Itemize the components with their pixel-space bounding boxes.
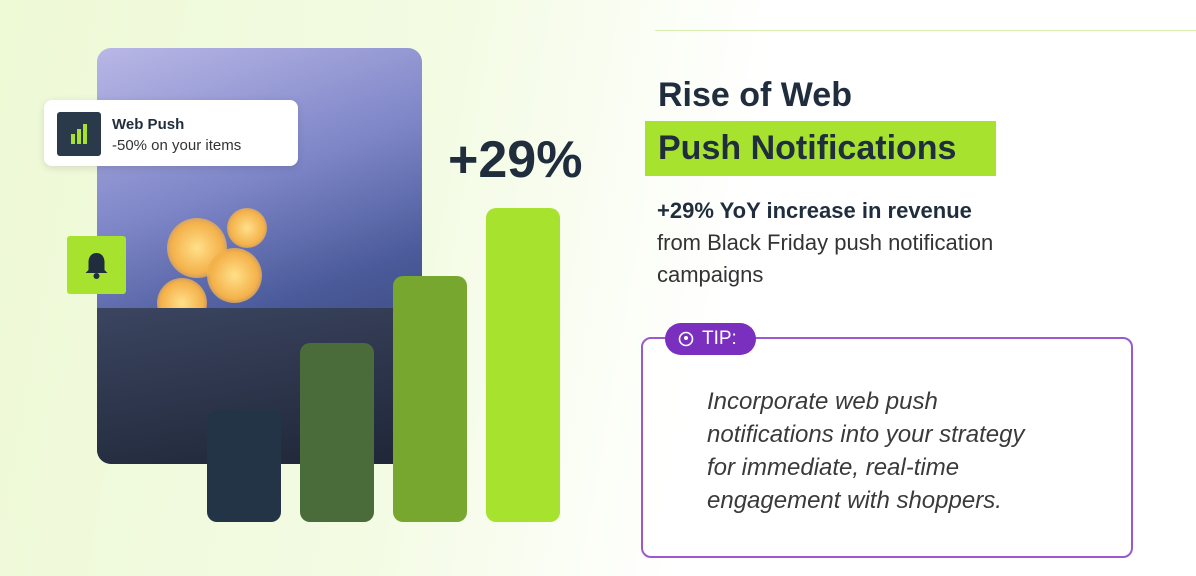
tip-line: engagement with shoppers. <box>707 487 1002 514</box>
bar <box>207 410 281 522</box>
heading-line: Push Notifications <box>658 129 957 167</box>
bar <box>393 276 467 522</box>
body-line: campaigns <box>657 262 764 287</box>
icon <box>71 124 87 144</box>
app-icon <box>57 112 101 156</box>
body-line: from Black Friday push notification <box>657 230 994 255</box>
highlight <box>645 121 996 176</box>
tip-pill: TIP: <box>665 323 756 355</box>
tip-line: Incorporate web push <box>707 388 938 415</box>
divider <box>655 30 1196 31</box>
tip-label: TIP: <box>702 328 737 349</box>
notification-title: Web Push <box>112 116 185 133</box>
bar <box>300 343 374 522</box>
notification-card: Web Push -50% on your items <box>44 100 298 166</box>
notification-text: -50% on your items <box>112 137 242 154</box>
stat: +29% <box>448 131 583 189</box>
bell-icon <box>67 236 126 294</box>
lead: +29% YoY increase in revenue <box>657 198 972 223</box>
heading-line: Rise of Web <box>658 76 852 114</box>
tip-box <box>641 337 1133 558</box>
bar <box>486 208 560 522</box>
tip-line: for immediate, real-time <box>707 454 960 481</box>
tip-line: notifications into your strategy <box>707 421 1025 448</box>
